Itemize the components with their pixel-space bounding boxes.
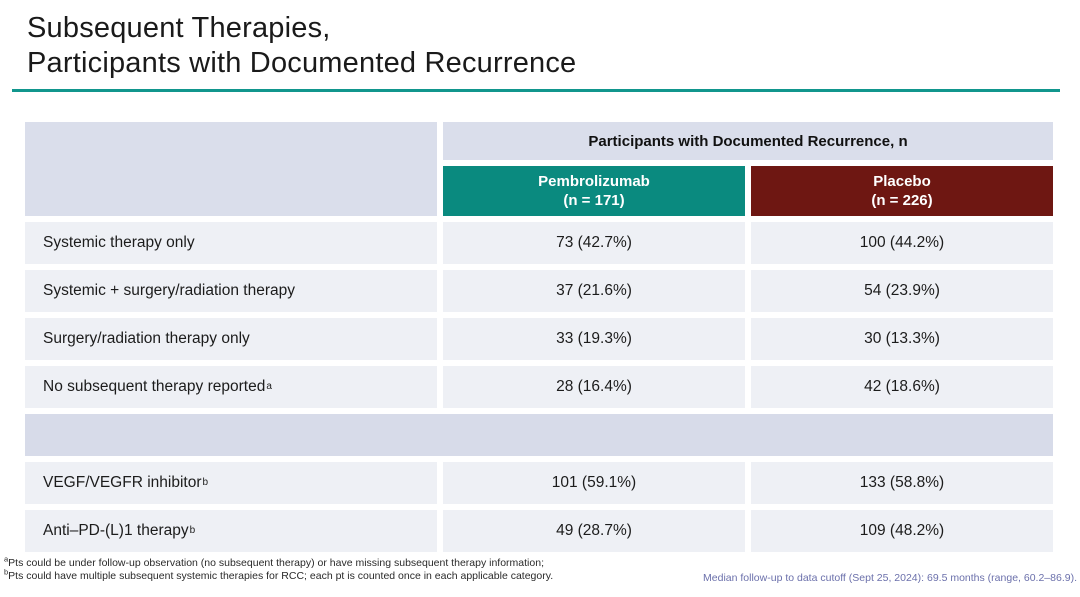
cell-vegf-inhibitor-pembrolizumab: 101 (59.1%) (443, 462, 745, 504)
row-label-anti-pd-l1: Anti–PD-(L)1 therapy b (25, 510, 437, 552)
slide-title: Subsequent Therapies, Participants with … (27, 11, 576, 81)
row-label-systemic-plus-surgery: Systemic + surgery/radiation therapy (25, 270, 437, 312)
cell-no-subsequent-therapy-placebo: 42 (18.6%) (751, 366, 1053, 408)
cell-vegf-inhibitor-placebo: 133 (58.8%) (751, 462, 1053, 504)
column-header-pembrolizumab: Pembrolizumab (n = 171) (443, 166, 745, 216)
placebo-name: Placebo (873, 173, 931, 190)
cell-anti-pd-l1-pembrolizumab: 49 (28.7%) (443, 510, 745, 552)
cell-systemic-only-placebo: 100 (44.2%) (751, 222, 1053, 264)
slide-title-line2: Participants with Documented Recurrence (27, 47, 577, 79)
title-divider-rule (12, 89, 1060, 92)
cell-systemic-plus-surgery-pembrolizumab: 37 (21.6%) (443, 270, 745, 312)
table-section-separator (25, 414, 1053, 456)
pembrolizumab-n: (n = 171) (563, 192, 625, 209)
footnotes-left: aPts could be under follow-up observatio… (4, 554, 554, 583)
row-label-systemic-only: Systemic therapy only (25, 222, 437, 264)
pembrolizumab-name: Pembrolizumab (538, 173, 650, 190)
cell-no-subsequent-therapy-pembrolizumab: 28 (16.4%) (443, 366, 745, 408)
table-group-header: Participants with Documented Recurrence,… (443, 122, 1053, 160)
column-header-placebo: Placebo (n = 226) (751, 166, 1053, 216)
cell-systemic-only-pembrolizumab: 73 (42.7%) (443, 222, 745, 264)
subsequent-therapies-table: Participants with Documented Recurrence,… (25, 122, 1053, 552)
row-label-no-subsequent-therapy: No subsequent therapy reported a (25, 366, 437, 408)
footnote-b: bPts could have multiple subsequent syst… (4, 567, 554, 582)
row-label-vegf-inhibitor: VEGF/VEGFR inhibitor b (25, 462, 437, 504)
placebo-n: (n = 226) (871, 192, 933, 209)
table-corner-cell (25, 122, 437, 216)
cell-surgery-only-placebo: 30 (13.3%) (751, 318, 1053, 360)
footnote-a: aPts could be under follow-up observatio… (4, 554, 544, 569)
row-label-surgery-only: Surgery/radiation therapy only (25, 318, 437, 360)
cell-surgery-only-pembrolizumab: 33 (19.3%) (443, 318, 745, 360)
slide-title-line1: Subsequent Therapies, (27, 12, 331, 44)
cell-anti-pd-l1-placebo: 109 (48.2%) (751, 510, 1053, 552)
cell-systemic-plus-surgery-placebo: 54 (23.9%) (751, 270, 1053, 312)
footnote-median-followup: Median follow-up to data cutoff (Sept 25… (703, 572, 1077, 584)
